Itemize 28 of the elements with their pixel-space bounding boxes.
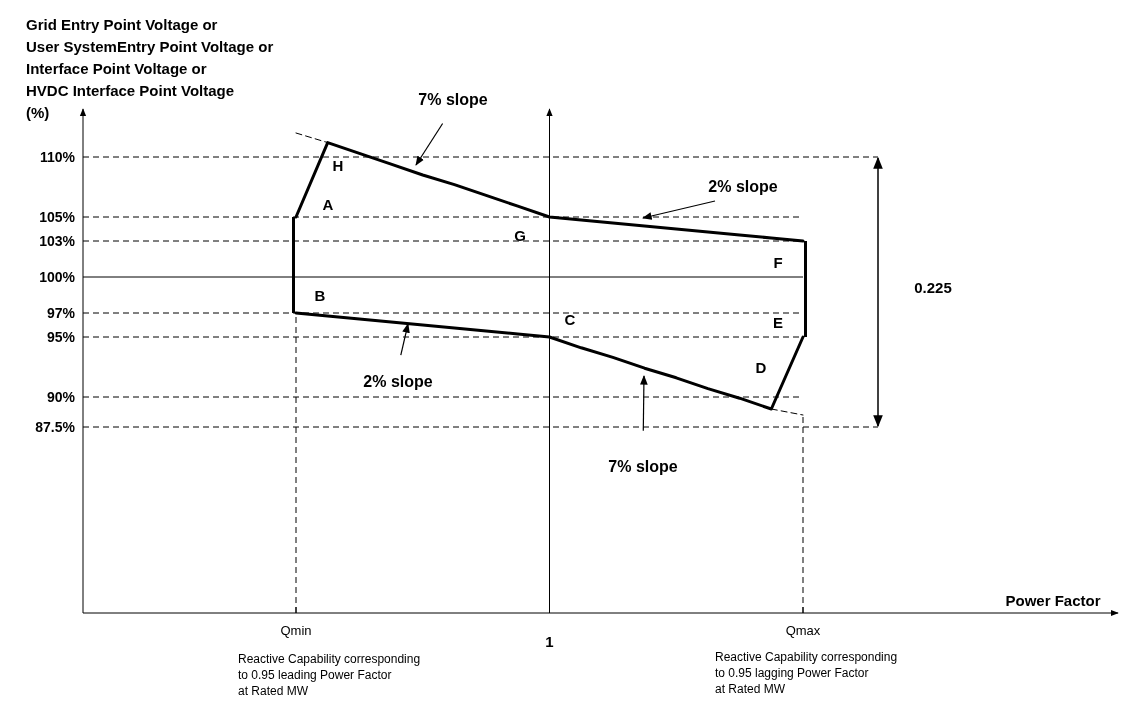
- x-tick-label: 1: [545, 633, 554, 650]
- y-tick-label: 95%: [46, 328, 76, 345]
- annotation: H: [332, 157, 344, 175]
- annotation: G: [514, 227, 526, 245]
- x-tick-label: Qmin: [280, 623, 312, 638]
- y-tick-label: 100%: [39, 268, 76, 285]
- text: 7% slope: [418, 90, 488, 108]
- y-tick-label: 87.5%: [35, 418, 76, 435]
- y-tick-label: 110%: [39, 148, 76, 165]
- annotation: F: [773, 254, 783, 272]
- text: Reactive Capability corresponding to 0.95 leading Power Factor at Rated MW: [238, 652, 421, 698]
- y-tick-label: 103%: [39, 232, 76, 249]
- annotation: 7% slope: [608, 457, 678, 475]
- y-tick-label: 97%: [46, 304, 76, 321]
- text: Reactive Capability corresponding to 0.95 lagging Power Factor at Rated MW: [715, 650, 898, 696]
- annotation: A: [322, 196, 334, 214]
- y-axis-title: Grid Entry Point Voltage or User SystemEntry Point Voltage or Interface Point Voltage or HVDC Interface Point Voltage (%): [26, 16, 274, 121]
- y-tick-label: 90%: [46, 388, 76, 405]
- text: 0.225: [914, 279, 952, 297]
- annotation: 2% slope: [708, 177, 778, 195]
- annotation: 2% slope: [363, 372, 433, 390]
- annotation: D: [755, 359, 767, 377]
- annotation: C: [564, 311, 576, 329]
- annotation: B: [314, 287, 326, 305]
- y-tick-label: 105%: [39, 208, 76, 225]
- text: Power Factor: [1005, 592, 1101, 610]
- x-tick-label: Qmax: [785, 623, 821, 638]
- annotation: E: [772, 314, 784, 332]
